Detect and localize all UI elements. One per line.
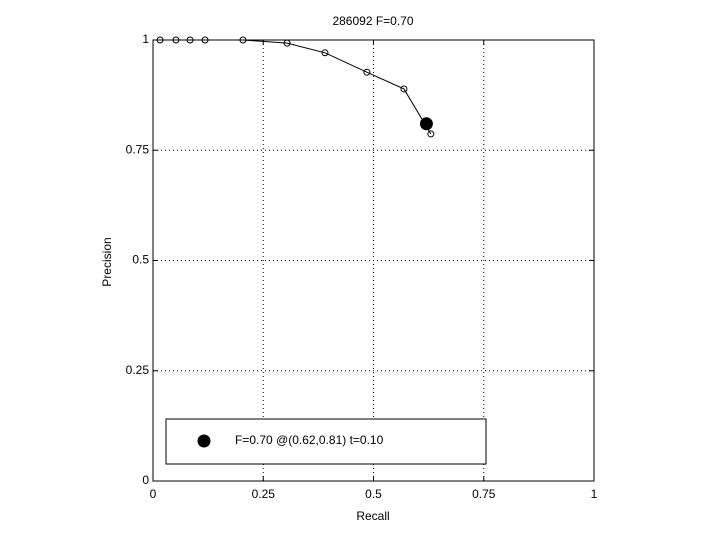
x-tick-label: 1 (591, 487, 598, 501)
point-marker (321, 49, 329, 57)
x-tick-label: 0.75 (472, 487, 496, 501)
point-marker (283, 39, 291, 47)
point-marker (427, 130, 435, 138)
legend-label: F=0.70 @(0.62,0.81) t=0.10 (235, 433, 384, 447)
chart-title: 286092 F=0.70 (332, 14, 413, 28)
point-marker (186, 36, 194, 44)
point-marker (172, 36, 180, 44)
y-tick-label: 0 (142, 473, 149, 487)
y-tick-label: 0.75 (126, 142, 150, 156)
legend-box (165, 418, 487, 465)
x-tick-label: 0.25 (252, 487, 276, 501)
point-marker (201, 36, 209, 44)
y-axis-label: Precision (100, 237, 114, 286)
x-axis-label: Recall (356, 509, 389, 523)
point-marker (239, 36, 247, 44)
y-tick-label: 0.5 (132, 253, 149, 267)
series-line (160, 39, 432, 135)
point-marker (363, 68, 371, 76)
plot-frame (152, 39, 595, 482)
point-marker (400, 85, 408, 93)
legend-marker (197, 434, 211, 448)
x-tick-label: 0 (150, 487, 157, 501)
y-tick-label: 0.25 (126, 363, 150, 377)
best-point (419, 117, 433, 131)
y-tick-label: 1 (142, 32, 149, 46)
x-tick-label: 0.5 (365, 487, 382, 501)
point-marker (156, 36, 164, 44)
